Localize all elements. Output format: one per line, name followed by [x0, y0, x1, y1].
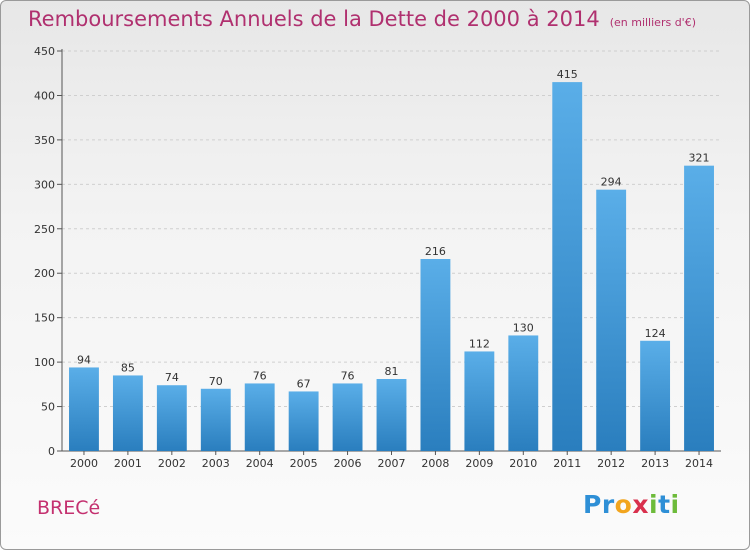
- bar: [69, 367, 99, 451]
- bar-value-label: 67: [297, 377, 311, 390]
- bar-value-label: 124: [645, 327, 666, 340]
- x-tick-label: 2010: [509, 457, 537, 470]
- y-tick-label: 400: [34, 89, 55, 102]
- bar: [420, 259, 451, 451]
- x-tick-label: 2006: [334, 457, 362, 470]
- y-tick-label: 0: [48, 445, 55, 458]
- x-tick-label: 2014: [685, 457, 713, 470]
- y-tick-label: 450: [34, 45, 55, 58]
- logo-letter: t: [658, 490, 671, 519]
- bar-value-label: 112: [469, 337, 490, 350]
- x-tick-label: 2011: [553, 457, 581, 470]
- bar-value-label: 85: [121, 361, 135, 374]
- bar-value-label: 415: [557, 68, 578, 81]
- x-tick-label: 2007: [378, 457, 406, 470]
- y-tick-label: 350: [34, 134, 55, 147]
- bar: [552, 82, 583, 451]
- bar-value-label: 130: [513, 321, 534, 334]
- data-labels: 94 85 74 70 76 67 76 81 216 112 130 415 294 124 321: [77, 68, 710, 390]
- bar: [640, 340, 671, 451]
- bar: [288, 391, 319, 451]
- bar-value-label: 76: [341, 369, 355, 382]
- bar: [332, 383, 363, 451]
- bar: [684, 165, 714, 451]
- x-tick-label: 2004: [246, 457, 274, 470]
- logo-letter: o: [614, 490, 633, 519]
- y-tick-label: 100: [34, 356, 55, 369]
- bar: [508, 335, 539, 451]
- bar-value-label: 70: [209, 375, 223, 388]
- chart-subtitle: (en milliers d'€): [609, 16, 696, 29]
- x-tick-label: 2013: [641, 457, 669, 470]
- y-tick-label: 200: [34, 267, 55, 280]
- y-tick-label: 300: [34, 178, 55, 191]
- bar: [156, 385, 187, 451]
- bar-value-label: 94: [77, 353, 91, 366]
- title-row: Remboursements Annuels de la Dette de 20…: [28, 7, 696, 31]
- x-tick-label: 2012: [597, 457, 625, 470]
- y-tick-label: 150: [34, 312, 55, 325]
- bar-value-label: 294: [601, 176, 622, 189]
- x-tick-label: 2009: [465, 457, 493, 470]
- bar: [200, 388, 231, 451]
- bar: [376, 379, 407, 451]
- bar: [112, 375, 143, 451]
- y-tick-label: 50: [41, 401, 55, 414]
- bar-value-label: 216: [425, 245, 446, 258]
- logo-letter: P: [583, 490, 602, 519]
- logo-letter: x: [632, 490, 649, 519]
- x-tick-label: 2008: [421, 457, 449, 470]
- chart-title: Remboursements Annuels de la Dette de 20…: [28, 7, 600, 31]
- x-tick-label: 2005: [290, 457, 318, 470]
- bar-value-label: 76: [253, 369, 267, 382]
- logo-letter: r: [601, 490, 615, 519]
- bar: [244, 383, 275, 451]
- x-tick-label: 2003: [202, 457, 230, 470]
- x-tick-label: 2002: [158, 457, 186, 470]
- x-tick-label: 2001: [114, 457, 142, 470]
- axes: 0 50 100 150 200 250 300 350 400 450 2000 2001 2002 2…: [34, 45, 721, 470]
- logo-letter: i: [670, 490, 680, 519]
- commune-name: BRECé: [37, 497, 101, 519]
- logo-letter: i: [649, 490, 659, 519]
- bar-value-label: 81: [385, 365, 399, 378]
- bar: [596, 189, 627, 451]
- x-tick-label: 2000: [70, 457, 98, 470]
- bar-value-label: 74: [165, 371, 179, 384]
- bar-value-label: 321: [689, 152, 710, 165]
- proxiti-logo[interactable]: Proxiti: [583, 490, 680, 519]
- bars: [69, 82, 714, 451]
- y-tick-label: 250: [34, 223, 55, 236]
- bar: [464, 351, 495, 451]
